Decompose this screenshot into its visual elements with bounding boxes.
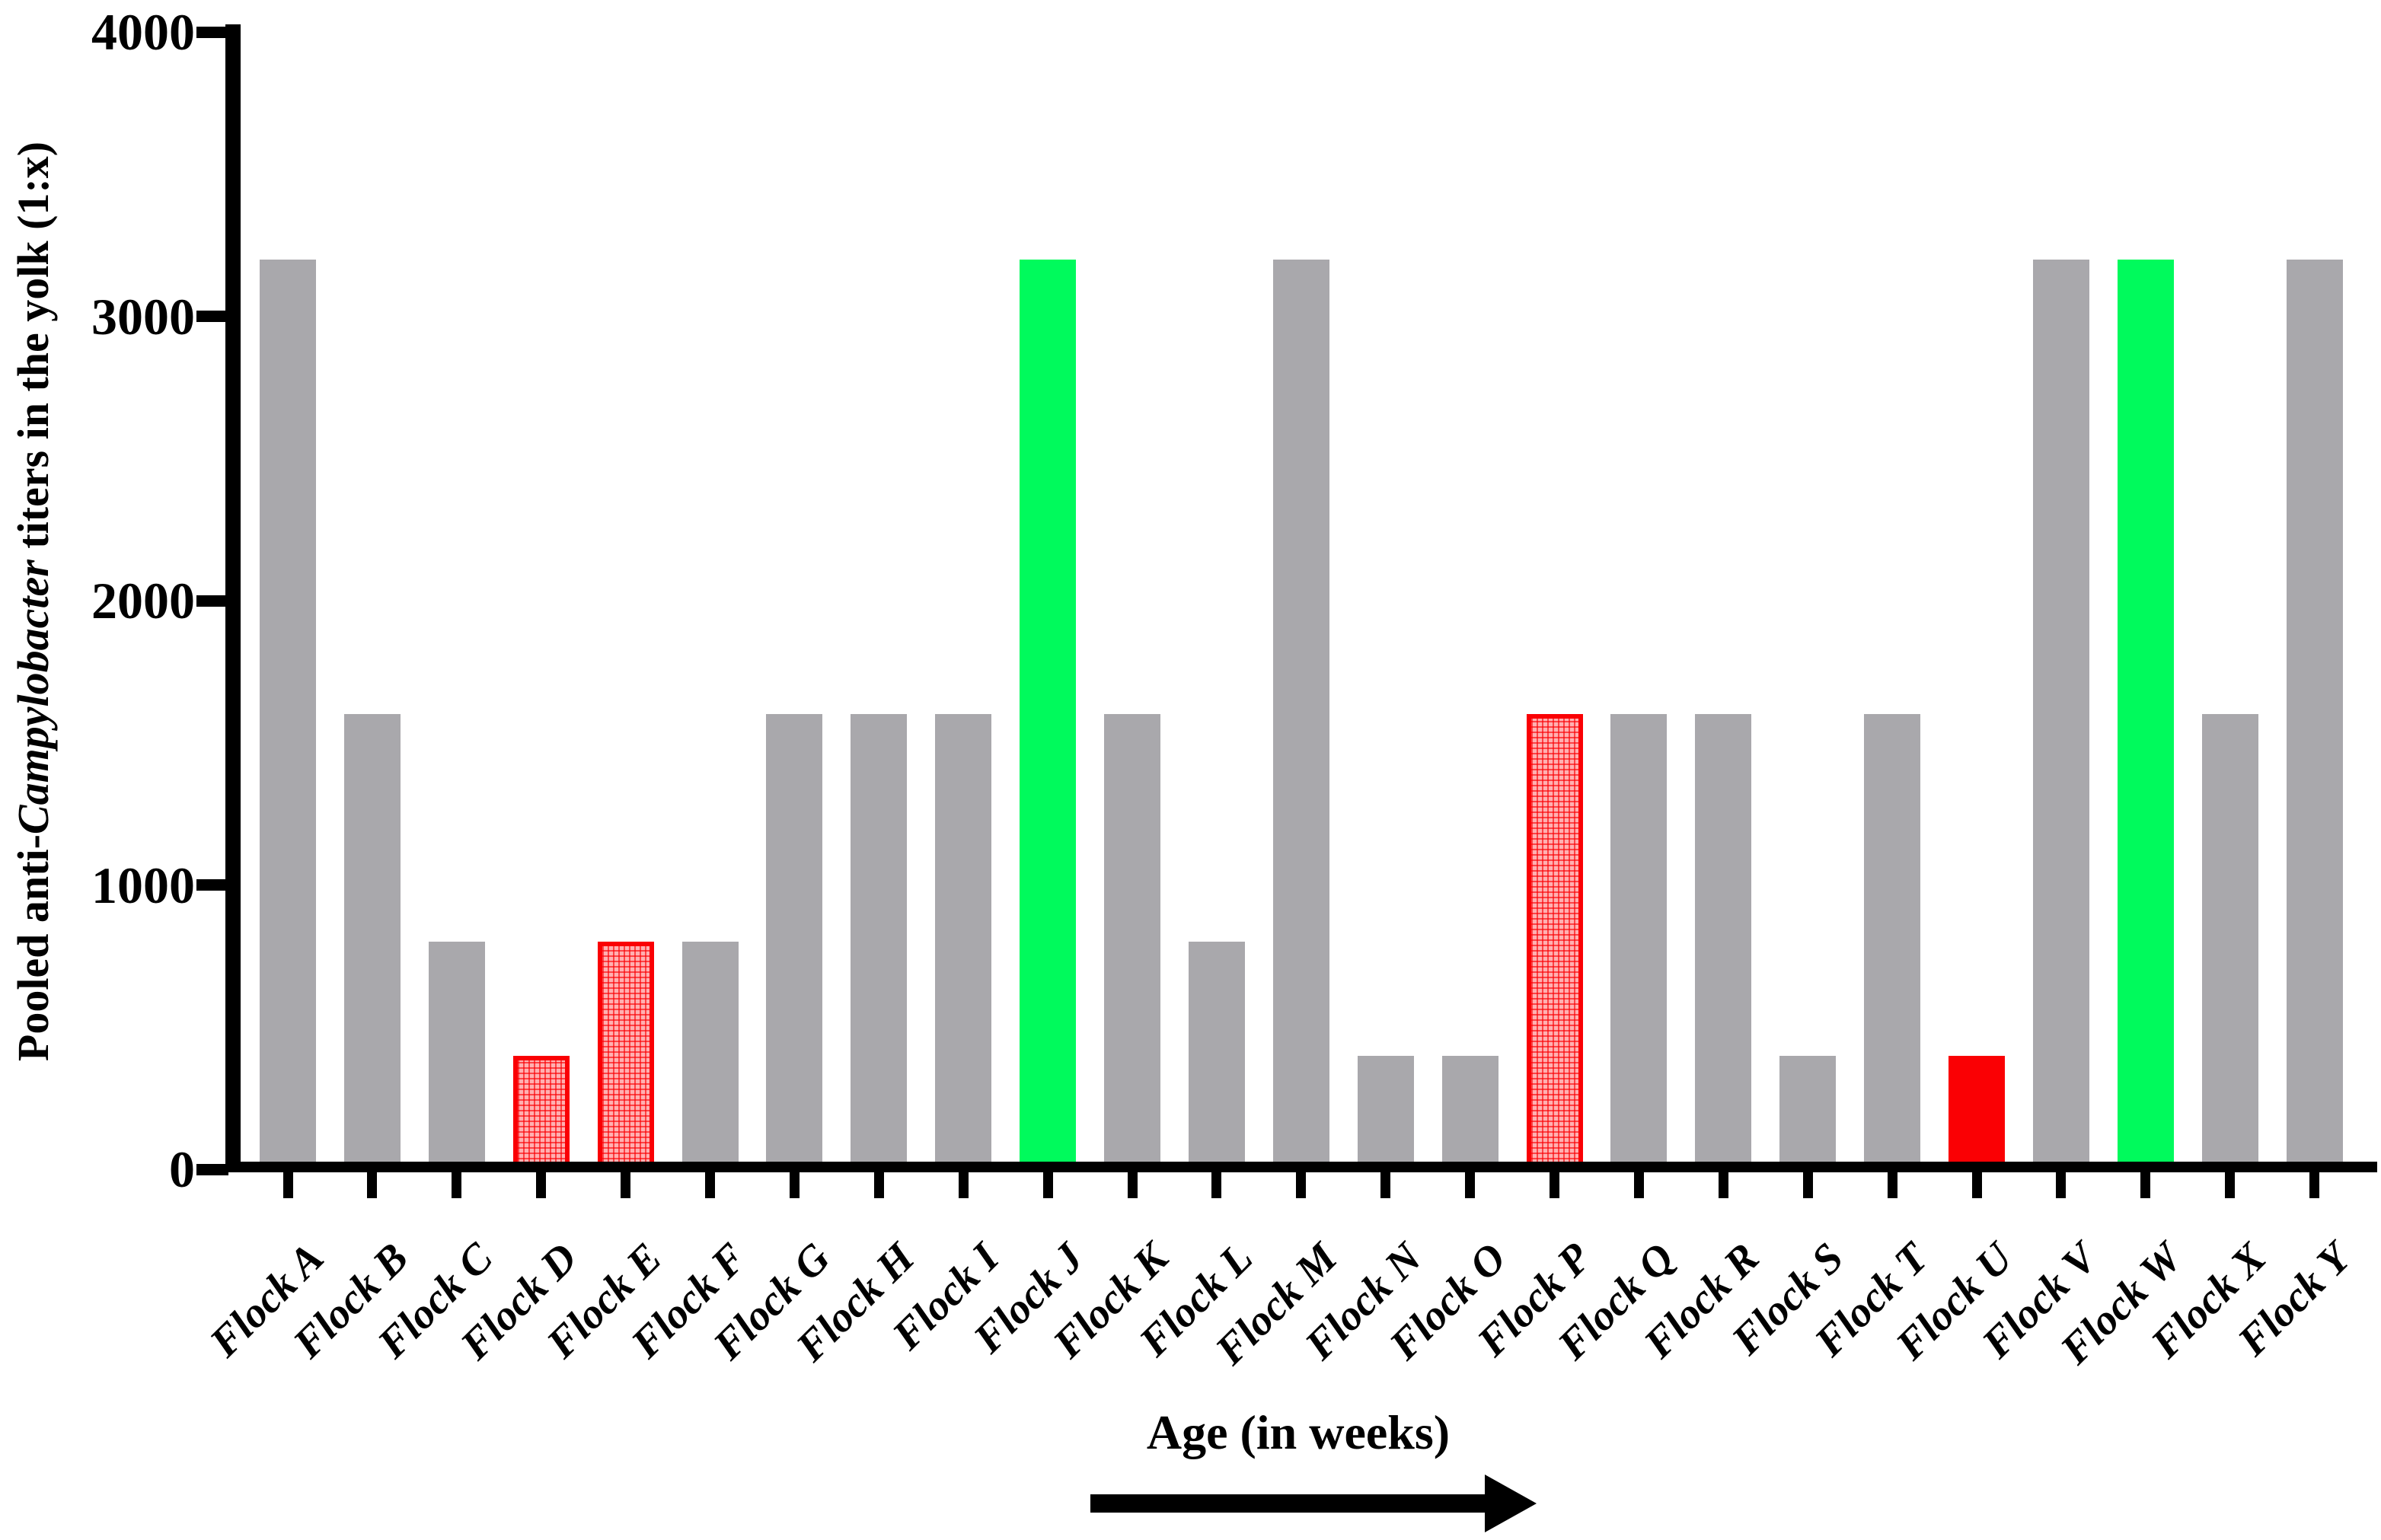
bar-flock-t [1864, 714, 1921, 1169]
x-tick-flock-c [452, 1172, 462, 1198]
x-tick-flock-y [2309, 1172, 2320, 1198]
y-tick-4000 [196, 26, 228, 38]
x-tick-flock-s [1802, 1172, 1813, 1198]
bar-flock-d [512, 1055, 570, 1169]
bar-flock-y [2286, 259, 2343, 1169]
x-tick-flock-a [282, 1172, 293, 1198]
y-tick-label-4000: 4000 [91, 3, 195, 61]
x-tick-flock-d [536, 1172, 547, 1198]
bar-flock-m [1272, 259, 1329, 1169]
y-tick-label-0: 0 [169, 1140, 195, 1198]
bar-flock-e [597, 942, 654, 1169]
age-arrow-line [1090, 1494, 1489, 1513]
bar-flock-a [260, 259, 316, 1169]
bar-flock-w [2117, 259, 2174, 1169]
bar-flock-p [1526, 714, 1583, 1169]
bar-flock-g [766, 714, 823, 1169]
bar-flock-h [851, 714, 908, 1169]
x-tick-flock-q [1633, 1172, 1644, 1198]
age-arrow-head-icon [1485, 1475, 1537, 1532]
bar-flock-f [681, 942, 739, 1169]
bar-flock-r [1695, 714, 1752, 1169]
x-tick-flock-h [873, 1172, 884, 1198]
y-tick-label-3000: 3000 [91, 287, 195, 346]
y-tick-2000 [196, 595, 228, 607]
x-tick-flock-r [1718, 1172, 1728, 1198]
x-tick-flock-p [1550, 1172, 1559, 1198]
bar-flock-i [935, 714, 992, 1169]
x-tick-flock-f [705, 1172, 715, 1198]
x-tick-flock-k [1127, 1172, 1138, 1198]
bar-flock-k [1104, 714, 1160, 1169]
y-tick-1000 [196, 879, 228, 891]
x-tick-flock-i [958, 1172, 969, 1198]
x-tick-flock-x [2225, 1172, 2236, 1198]
x-tick-flock-g [789, 1172, 800, 1198]
x-tick-flock-b [367, 1172, 378, 1198]
x-tick-flock-t [1887, 1172, 1897, 1198]
x-tick-flock-v [2056, 1172, 2067, 1198]
x-axis-title: Age (in weeks) [1146, 1405, 1451, 1459]
x-tick-flock-m [1296, 1172, 1307, 1198]
y-axis-title-suffix: titers in the yolk (1:x) [8, 141, 58, 560]
y-axis-line [225, 24, 241, 1172]
x-tick-flock-l [1211, 1172, 1222, 1198]
y-tick-0 [196, 1163, 228, 1175]
x-axis-line [225, 1162, 2377, 1172]
x-tick-flock-n [1380, 1172, 1391, 1198]
bar-flock-j [1020, 259, 1077, 1169]
x-tick-flock-w [2140, 1172, 2151, 1198]
bar-flock-o [1441, 1055, 1498, 1169]
x-tick-flock-u [1971, 1172, 1982, 1198]
bar-flock-s [1779, 1055, 1837, 1169]
x-tick-flock-j [1042, 1172, 1053, 1198]
x-tick-flock-o [1465, 1172, 1476, 1198]
bar-flock-x [2201, 714, 2258, 1169]
bar-flock-u [1949, 1055, 2005, 1169]
y-tick-label-1000: 1000 [91, 856, 195, 914]
x-tick-flock-e [621, 1172, 631, 1198]
bar-flock-v [2032, 259, 2089, 1169]
bar-flock-c [428, 942, 485, 1169]
y-tick-label-2000: 2000 [91, 572, 195, 630]
y-tick-3000 [196, 311, 228, 322]
bar-flock-n [1357, 1055, 1414, 1169]
bar-flock-q [1610, 714, 1668, 1169]
bar-flock-b [343, 714, 401, 1169]
bar-flock-l [1188, 942, 1245, 1169]
